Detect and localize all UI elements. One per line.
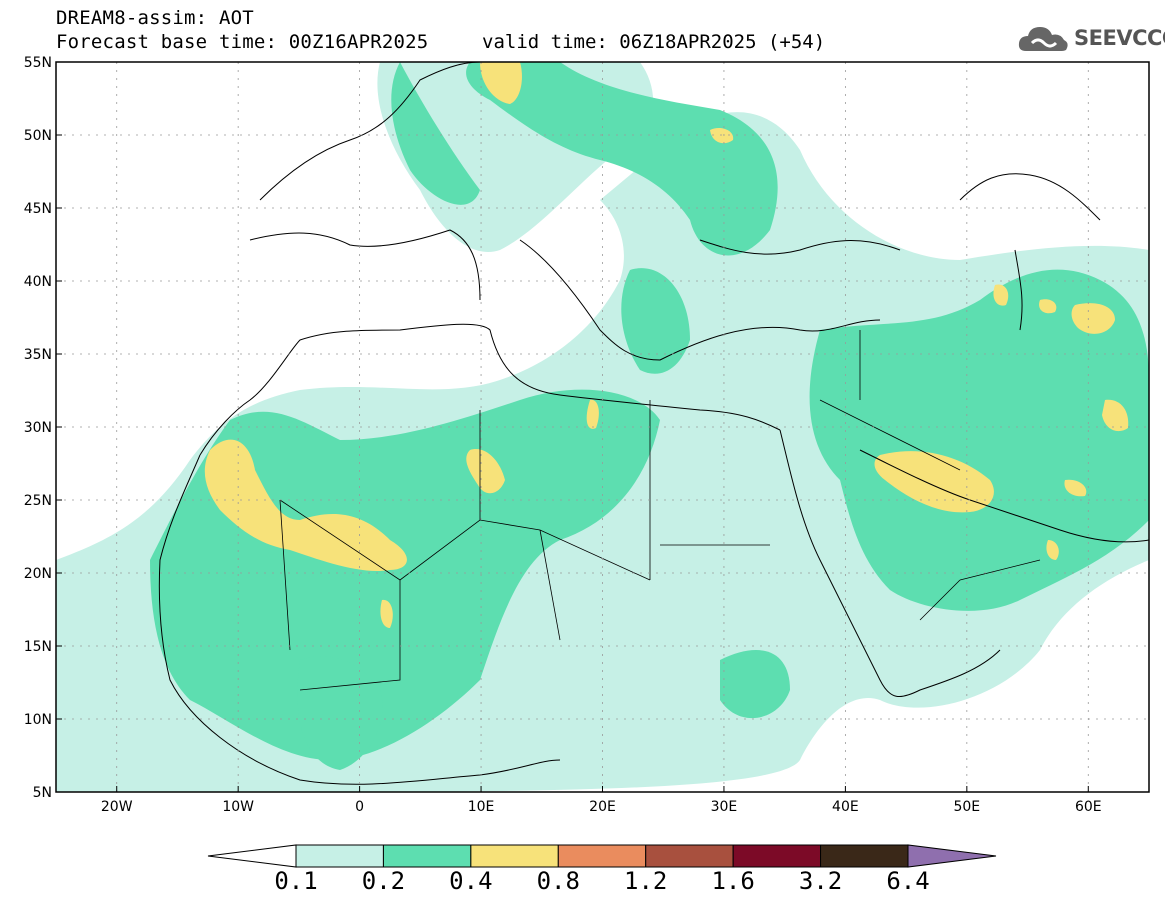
- lon-label: 20E: [589, 799, 616, 815]
- lat-label: 10N: [24, 712, 52, 728]
- longitude-labels: 20W 10W 0 10E 20E 30E 40E 50E 60E: [101, 786, 1102, 815]
- colorbar-segment: [557, 844, 647, 868]
- lon-label: 10W: [222, 799, 254, 815]
- colorbar-segment: [732, 844, 822, 868]
- lat-label: 5N: [33, 785, 52, 801]
- map-title: DREAM8-assim: AOT: [56, 7, 254, 29]
- forecast-base-time: Forecast base time: 00Z16APR2025: [56, 31, 429, 53]
- lat-label: 55N: [24, 55, 52, 71]
- aot-band-0.4: [204, 62, 1129, 628]
- lon-label: 10E: [468, 799, 495, 815]
- colorbar-under-arrow: [207, 844, 297, 868]
- colorbar: [207, 844, 997, 868]
- lat-label: 15N: [24, 639, 52, 655]
- colorbar-label: 3.2: [798, 867, 843, 895]
- lat-label: 20N: [24, 566, 52, 582]
- lon-label: 40E: [832, 799, 859, 815]
- lon-label: 0: [355, 799, 364, 815]
- lon-label: 30E: [711, 799, 738, 815]
- colorbar-segment: [470, 844, 559, 868]
- colorbar-segment: [645, 844, 734, 868]
- colorbar-segment: [295, 844, 384, 868]
- seevccc-logo: SEEVCCC: [1018, 23, 1165, 55]
- colorbar-label: 0.4: [449, 867, 493, 895]
- colorbar-label: 0.8: [536, 867, 580, 895]
- lat-label: 50N: [24, 128, 52, 144]
- aot-field: [56, 62, 1149, 792]
- lat-label: 40N: [24, 274, 52, 290]
- aot-band-0.2: [150, 62, 1149, 770]
- country-borders: [279, 330, 1041, 691]
- colorbar-label: 0.1: [274, 867, 318, 895]
- lon-label: 60E: [1075, 799, 1102, 815]
- latitude-labels: 55N 50N 45N 40N 35N 30N 25N 20N 15N 10N 5N: [24, 55, 62, 801]
- colorbar-segment: [820, 844, 909, 868]
- valid-time: valid time: 06Z18APR2025 (+54): [482, 31, 826, 53]
- lon-label: 20W: [101, 799, 133, 815]
- lat-label: 30N: [24, 420, 52, 436]
- graticule: [56, 62, 1149, 792]
- lon-label: 50E: [953, 799, 980, 815]
- colorbar-label: 0.2: [361, 867, 406, 895]
- lat-label: 35N: [24, 347, 52, 363]
- colorbar-segment: [382, 844, 472, 868]
- colorbar-over-arrow: [907, 844, 997, 868]
- lat-label: 45N: [24, 201, 52, 217]
- coastlines: [158, 62, 1149, 785]
- cloud-icon: [1018, 27, 1068, 51]
- colorbar-label: 1.2: [624, 867, 668, 895]
- logo-text: SEEVCCC: [1074, 26, 1165, 50]
- colorbar-label: 6.4: [886, 867, 930, 895]
- colorbar-label: 1.6: [711, 867, 755, 895]
- lat-label: 25N: [24, 493, 52, 509]
